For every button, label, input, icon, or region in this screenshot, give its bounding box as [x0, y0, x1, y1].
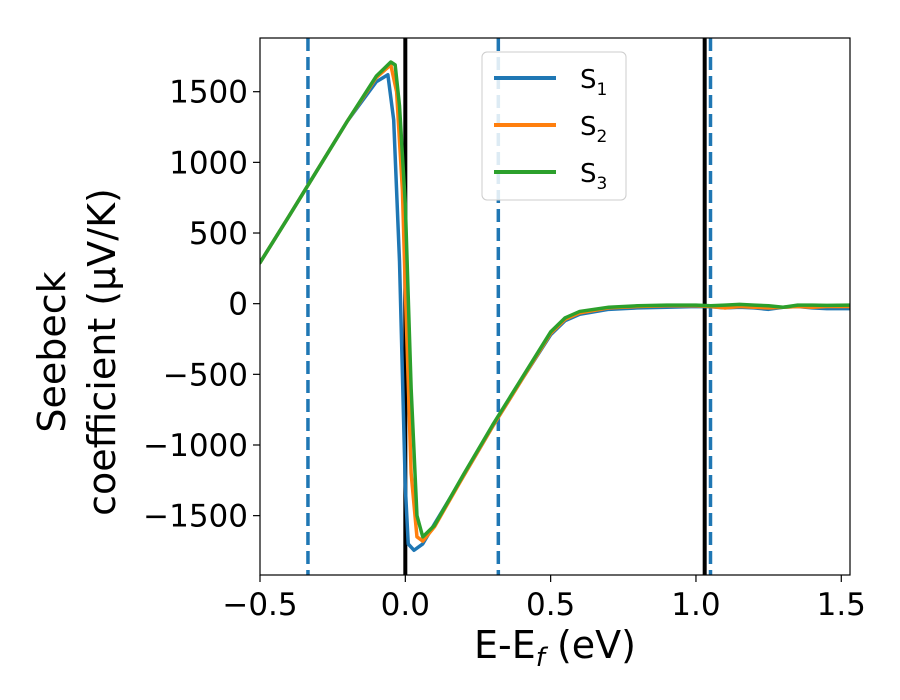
y-axis-label: Seebeck coefficient (μV/K) [30, 188, 124, 516]
y-tick-label: 500 [189, 216, 248, 252]
y-tick-label: 1500 [169, 75, 248, 111]
series-line-S3 [260, 60, 850, 539]
y-tick-label: −500 [163, 357, 248, 393]
legend-label-S2: S2 [580, 112, 607, 147]
x-axis: −0.5 0.0 0.5 1.0 1.5 [222, 575, 866, 623]
y-axis-label-line1: Seebeck [30, 271, 74, 432]
y-tick-label: 0 [228, 287, 248, 323]
x-tick-label: 1.5 [817, 587, 866, 623]
legend-label-S1: S1 [580, 65, 607, 100]
x-tick-label: 0.5 [526, 587, 575, 623]
y-axis-label-line2: coefficient (μV/K) [80, 188, 124, 516]
legend: S1 S2 S3 [481, 51, 627, 201]
y-tick-label: −1000 [143, 428, 248, 464]
x-tick-label: 0.0 [381, 587, 430, 623]
x-tick-label: −0.5 [222, 587, 297, 623]
y-tick-label: 1000 [169, 145, 248, 181]
y-axis: −1500 −1000 −500 0 500 1000 1500 [143, 75, 260, 535]
x-tick-label: 1.0 [671, 587, 720, 623]
legend-label-S3: S3 [580, 159, 607, 194]
plot-frame [259, 37, 851, 576]
x-axis-label: E-Ef (eV) [474, 623, 636, 673]
series-lines [260, 60, 850, 553]
y-tick-label: −1500 [143, 499, 248, 535]
